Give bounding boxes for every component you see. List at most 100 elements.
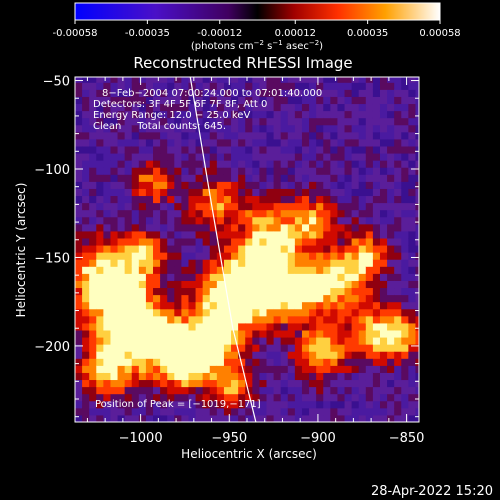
- heatmap-cell: [82, 77, 90, 83]
- heatmap-cell: [266, 188, 275, 197]
- heatmap-cell: [174, 245, 182, 253]
- heatmap-cell: [167, 301, 175, 310]
- heatmap-cell: [294, 273, 303, 281]
- heatmap-cell: [365, 124, 374, 133]
- heatmap-cell: [330, 358, 338, 366]
- heatmap-cell: [231, 273, 239, 281]
- heatmap-cell: [138, 77, 147, 83]
- heatmap-cell: [401, 294, 409, 303]
- heatmap-cell: [259, 209, 268, 218]
- heatmap-cell: [138, 287, 147, 296]
- heatmap-cell: [75, 103, 83, 112]
- heatmap-cell: [138, 124, 147, 133]
- heatmap-cell: [316, 238, 324, 246]
- heatmap-cell: [145, 259, 154, 267]
- heatmap-cell: [238, 280, 246, 289]
- heatmap-cell: [344, 131, 353, 140]
- heatmap-cell: [117, 252, 126, 260]
- heatmap-cell: [89, 365, 97, 373]
- heatmap-cell: [223, 96, 232, 105]
- heatmap-cell: [372, 195, 381, 204]
- heatmap-cell: [379, 238, 388, 246]
- heatmap-cell: [408, 252, 416, 260]
- heatmap-cell: [124, 414, 133, 422]
- heatmap-cell: [223, 322, 232, 331]
- heatmap-cell: [167, 96, 175, 105]
- heatmap-cell: [323, 330, 331, 338]
- heatmap-cell: [223, 358, 232, 366]
- heatmap-cell: [372, 344, 381, 352]
- heatmap-cell: [216, 195, 225, 204]
- heatmap-cell: [408, 245, 416, 253]
- heatmap-cell: [358, 287, 367, 296]
- heatmap-cell: [145, 358, 154, 366]
- heatmap-cell: [245, 393, 253, 402]
- heatmap-cell: [309, 301, 317, 310]
- heatmap-cell: [330, 287, 338, 296]
- heatmap-cell: [358, 386, 367, 395]
- heatmap-cell: [372, 167, 381, 175]
- heatmap-cell: [89, 195, 97, 204]
- heatmap-cell: [358, 110, 367, 119]
- heatmap-cell: [351, 230, 360, 239]
- heatmap-cell: [82, 124, 90, 133]
- heatmap-cell: [153, 238, 161, 246]
- heatmap-cell: [117, 209, 126, 218]
- heatmap-cell: [195, 245, 204, 253]
- heatmap-cell: [75, 160, 83, 168]
- heatmap-cell: [266, 266, 275, 274]
- heatmap-cell: [181, 294, 189, 303]
- heatmap-cell: [394, 252, 402, 260]
- heatmap-cell: [160, 386, 168, 395]
- heatmap-cell: [110, 372, 119, 381]
- heatmap-cell: [259, 407, 268, 416]
- heatmap-cell: [351, 124, 360, 133]
- heatmap-cell: [231, 252, 239, 260]
- heatmap-cell: [160, 259, 168, 267]
- heatmap-cell: [188, 160, 197, 168]
- heatmap-cell: [259, 195, 268, 204]
- heatmap-cell: [223, 351, 232, 359]
- heatmap-cell: [301, 202, 310, 211]
- heatmap-cell: [415, 379, 419, 388]
- heatmap-cell: [231, 82, 239, 90]
- heatmap-cell: [181, 400, 189, 409]
- heatmap-cell: [309, 110, 317, 119]
- heatmap-cell: [202, 252, 211, 260]
- heatmap-cell: [145, 393, 154, 402]
- heatmap-cell: [82, 216, 90, 225]
- heatmap-cell: [153, 337, 161, 345]
- heatmap-cell: [89, 146, 97, 154]
- heatmap-cell: [316, 181, 324, 189]
- heatmap-cell: [202, 308, 211, 317]
- heatmap-cell: [223, 131, 232, 140]
- heatmap-cell: [181, 266, 189, 274]
- heatmap-cell: [167, 89, 175, 97]
- heatmap-cell: [252, 287, 260, 296]
- heatmap-cell: [202, 124, 211, 133]
- heatmap-cell: [82, 259, 90, 267]
- heatmap-cell: [330, 308, 338, 317]
- heatmap-cell: [89, 337, 97, 345]
- heatmap-cell: [223, 245, 232, 253]
- heatmap-cell: [301, 344, 310, 352]
- heatmap-cell: [188, 287, 197, 296]
- heatmap-cell: [75, 181, 83, 189]
- heatmap-cell: [365, 209, 374, 218]
- heatmap-cell: [160, 96, 168, 105]
- heatmap-cell: [82, 96, 90, 105]
- heatmap-cell: [273, 174, 282, 182]
- heatmap-cell: [266, 110, 275, 119]
- heatmap-cell: [358, 188, 367, 197]
- heatmap-cell: [387, 153, 395, 161]
- heatmap-cell: [344, 259, 353, 267]
- heatmap-cell: [344, 209, 353, 218]
- heatmap-cell: [138, 103, 147, 112]
- heatmap-cell: [394, 153, 402, 161]
- heatmap-cell: [202, 245, 211, 253]
- heatmap-cell: [160, 407, 168, 416]
- heatmap-cell: [287, 103, 296, 112]
- heatmap-cell: [266, 209, 275, 218]
- heatmap-cell: [131, 103, 140, 112]
- heatmap-cell: [145, 365, 154, 373]
